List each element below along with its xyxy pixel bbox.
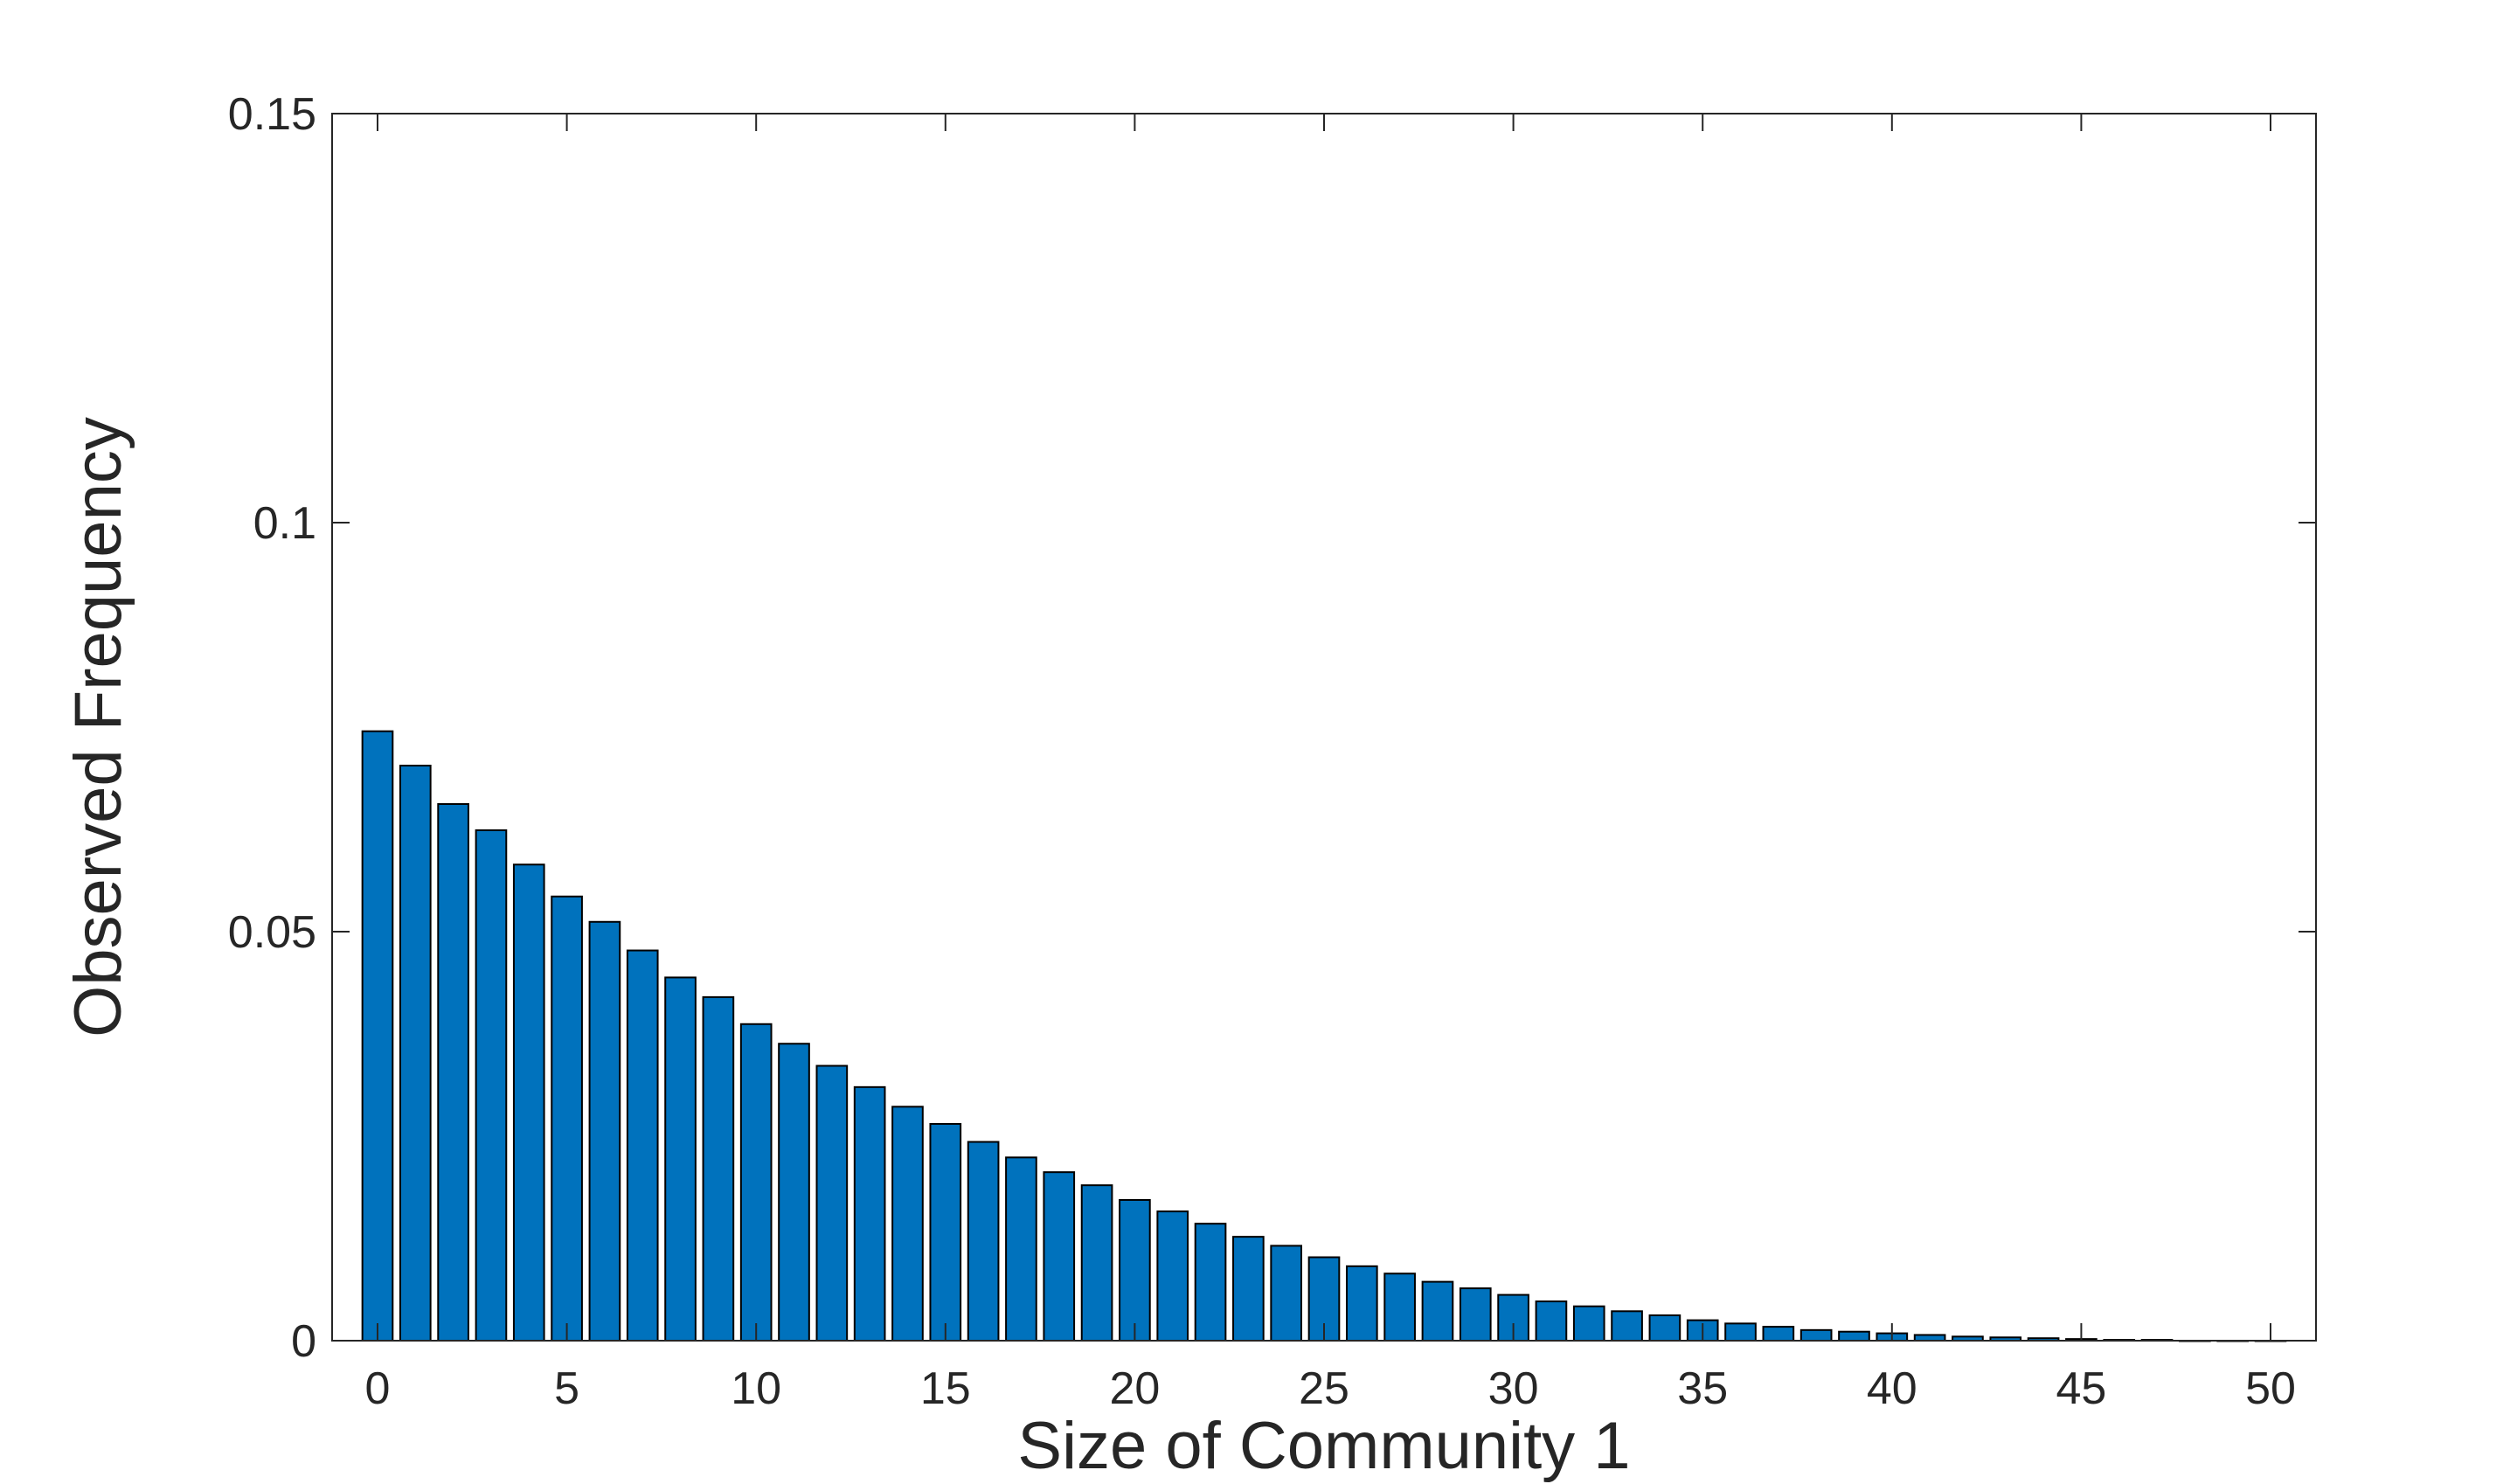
bar-0 <box>361 730 394 1342</box>
bar-16 <box>967 1141 1000 1342</box>
x-tick-label-45: 45 <box>2056 1363 2106 1414</box>
bar-39 <box>1838 1330 1870 1342</box>
x-tick-label-40: 40 <box>1867 1363 1917 1414</box>
y-tick-label-0: 0 <box>291 1316 316 1367</box>
x-axis-title: Size of Community 1 <box>1017 1409 1630 1483</box>
bar-11 <box>778 1043 810 1342</box>
bar-10 <box>739 1023 773 1342</box>
bar-24 <box>1270 1245 1303 1342</box>
bar-37 <box>1762 1326 1795 1342</box>
bar-8 <box>664 976 697 1342</box>
x-tick-label-20: 20 <box>1109 1363 1160 1414</box>
plot-frame <box>331 113 2317 1342</box>
x-tick-label-35: 35 <box>1677 1363 1728 1414</box>
x-tick-label-0: 0 <box>365 1363 391 1414</box>
bar-38 <box>1799 1328 1833 1342</box>
bar-3 <box>475 829 508 1342</box>
bar-27 <box>1383 1272 1416 1342</box>
bar-23 <box>1232 1236 1265 1342</box>
bar-7 <box>626 949 659 1342</box>
y-axis-title: Observed Frequency <box>61 417 135 1037</box>
bar-1 <box>399 764 432 1342</box>
bar-13 <box>853 1085 886 1342</box>
bar-29 <box>1459 1287 1492 1342</box>
x-tick-label-10: 10 <box>731 1363 781 1414</box>
bars-layer <box>361 730 2287 1342</box>
bar-32 <box>1572 1305 1605 1342</box>
bar-18 <box>1043 1171 1076 1342</box>
bar-2 <box>437 802 469 1342</box>
y-tick-label-0.05: 0.05 <box>228 907 316 958</box>
bar-22 <box>1194 1223 1227 1342</box>
bar-21 <box>1156 1210 1189 1342</box>
bar-26 <box>1345 1265 1378 1342</box>
x-tick-label-5: 5 <box>554 1363 579 1414</box>
bar-34 <box>1648 1314 1681 1342</box>
bar-31 <box>1535 1300 1568 1342</box>
bar-36 <box>1724 1322 1757 1342</box>
bar-19 <box>1080 1184 1113 1342</box>
x-tick-label-15: 15 <box>920 1363 971 1414</box>
bar-12 <box>815 1064 849 1342</box>
bar-9 <box>702 995 735 1342</box>
tick-labels-layer: 0 5 10 15 20 25 30 35 40 45 50 0 0.05 0.1 0.15 <box>228 89 2296 1414</box>
x-tick-label-25: 25 <box>1299 1363 1349 1414</box>
bar-6 <box>588 920 621 1342</box>
x-tick-label-50: 50 <box>2245 1363 2296 1414</box>
x-tick-label-30: 30 <box>1488 1363 1539 1414</box>
bar-17 <box>1005 1156 1037 1342</box>
bar-4 <box>512 863 545 1342</box>
y-tick-label-0.1: 0.1 <box>253 498 316 549</box>
bar-20 <box>1119 1199 1151 1342</box>
bar-33 <box>1611 1310 1643 1342</box>
bar-5 <box>551 895 583 1342</box>
bar-28 <box>1421 1280 1454 1342</box>
bar-15 <box>929 1122 962 1342</box>
bar-14 <box>891 1106 924 1342</box>
y-tick-label-0.15: 0.15 <box>228 89 316 140</box>
